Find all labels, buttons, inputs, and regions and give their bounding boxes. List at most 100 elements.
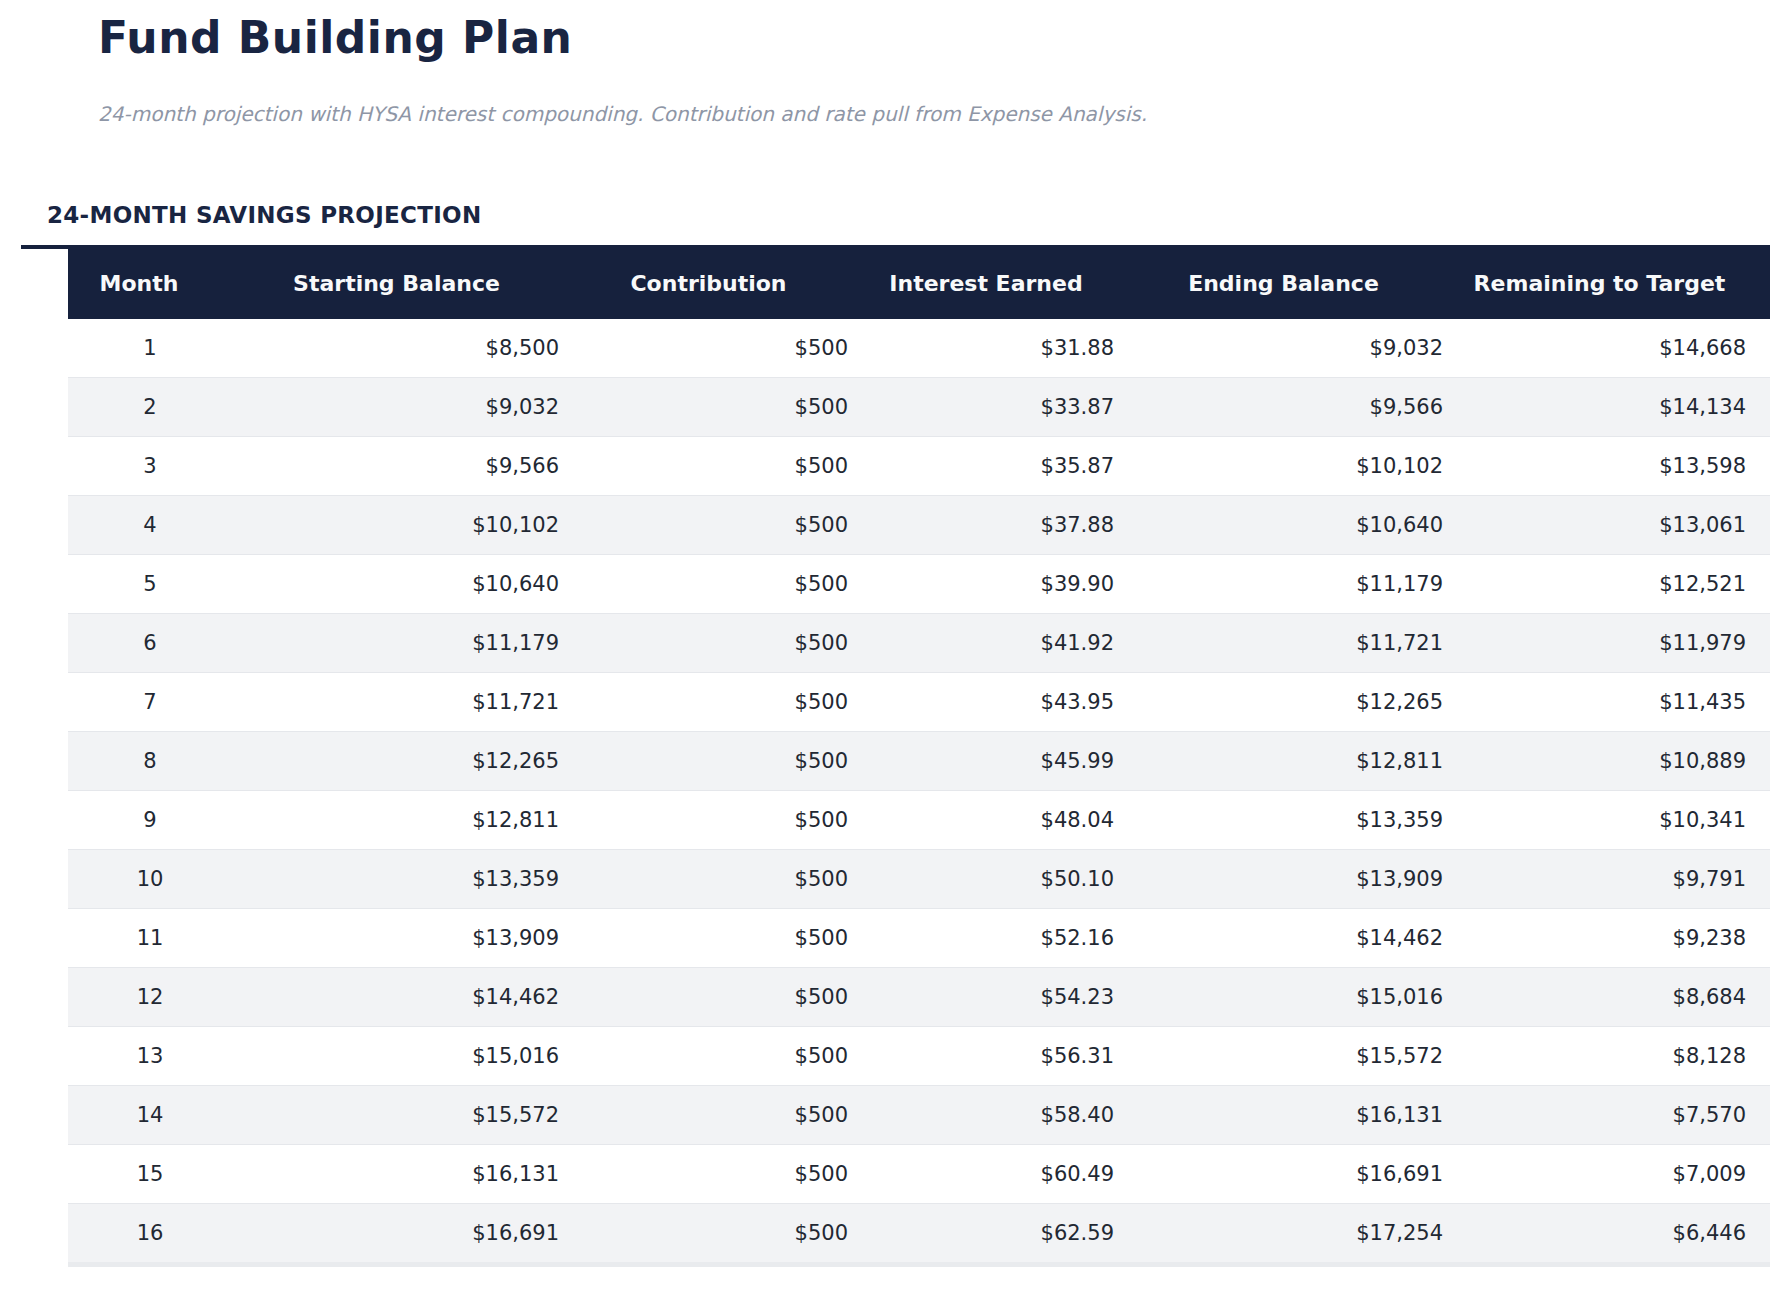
table-row-month-5: 5$10,640$500$39.90$11,179$12,521 [68, 554, 1770, 613]
cell-interest-earned: $45.99 [872, 731, 1138, 790]
cell-remaining-to-target: $10,341 [1467, 790, 1770, 849]
cell-ending-balance: $14,462 [1138, 908, 1467, 967]
cell-starting-balance: $13,359 [210, 849, 583, 908]
table-row-month-1: 1$8,500$500$31.88$9,032$14,668 [68, 319, 1770, 378]
cell-interest-earned: $41.92 [872, 613, 1138, 672]
cell-month: 5 [68, 554, 210, 613]
cell-month: 14 [68, 1085, 210, 1144]
cell-contribution: $500 [583, 436, 872, 495]
cell-starting-balance: $15,016 [210, 1026, 583, 1085]
column-header-starting-balance: Starting Balance [210, 249, 583, 319]
cell-starting-balance: $9,566 [210, 436, 583, 495]
cell-starting-balance: $12,265 [210, 731, 583, 790]
table-row-month-4: 4$10,102$500$37.88$10,640$13,061 [68, 495, 1770, 554]
cell-ending-balance: $15,572 [1138, 1026, 1467, 1085]
cell-remaining-to-target: $7,009 [1467, 1144, 1770, 1203]
cell-interest-earned: $56.31 [872, 1026, 1138, 1085]
cell-interest-earned: $31.88 [872, 319, 1138, 378]
cell-contribution: $500 [583, 672, 872, 731]
cell-month: 6 [68, 613, 210, 672]
cell-remaining-to-target: $8,684 [1467, 967, 1770, 1026]
cell-contribution: $500 [583, 731, 872, 790]
table-row-month-6: 6$11,179$500$41.92$11,721$11,979 [68, 613, 1770, 672]
cell-ending-balance: $16,691 [1138, 1144, 1467, 1203]
column-header-interest-earned: Interest Earned [872, 249, 1138, 319]
cell-starting-balance: $9,032 [210, 377, 583, 436]
cell-interest-earned: $35.87 [872, 436, 1138, 495]
cell-interest-earned: $54.23 [872, 967, 1138, 1026]
cell-ending-balance: $9,566 [1138, 377, 1467, 436]
cell-month: 11 [68, 908, 210, 967]
cell-month: 10 [68, 849, 210, 908]
cell-interest-earned: $58.40 [872, 1085, 1138, 1144]
column-header-month: Month [68, 249, 210, 319]
cell-remaining-to-target: $11,435 [1467, 672, 1770, 731]
cell-contribution: $500 [583, 849, 872, 908]
cell-starting-balance: $11,721 [210, 672, 583, 731]
cell-ending-balance: $16,131 [1138, 1085, 1467, 1144]
cell-contribution: $500 [583, 1144, 872, 1203]
cell-remaining-to-target: $14,134 [1467, 377, 1770, 436]
table-body: 1$8,500$500$31.88$9,032$14,6682$9,032$50… [68, 319, 1770, 1265]
cell-remaining-to-target: $7,570 [1467, 1085, 1770, 1144]
column-header-ending-balance: Ending Balance [1138, 249, 1467, 319]
cell-contribution: $500 [583, 967, 872, 1026]
cell-month: 15 [68, 1144, 210, 1203]
cell-contribution: $500 [583, 908, 872, 967]
cell-starting-balance: $15,572 [210, 1085, 583, 1144]
cell-interest-earned: $37.88 [872, 495, 1138, 554]
table-row-month-8: 8$12,265$500$45.99$12,811$10,889 [68, 731, 1770, 790]
cell-month: 1 [68, 319, 210, 378]
table-row-month-15: 15$16,131$500$60.49$16,691$7,009 [68, 1144, 1770, 1203]
cell-starting-balance: $10,640 [210, 554, 583, 613]
cell-month: 16 [68, 1203, 210, 1264]
cell-ending-balance: $10,102 [1138, 436, 1467, 495]
cell-month: 4 [68, 495, 210, 554]
cell-contribution: $500 [583, 1026, 872, 1085]
cell-starting-balance: $11,179 [210, 613, 583, 672]
table-row-month-12: 12$14,462$500$54.23$15,016$8,684 [68, 967, 1770, 1026]
page-subtitle: 24-month projection with HYSA interest c… [98, 102, 1783, 126]
cell-interest-earned: $62.59 [872, 1203, 1138, 1264]
cell-starting-balance: $14,462 [210, 967, 583, 1026]
page-title: Fund Building Plan [98, 14, 1783, 62]
table-row-month-2: 2$9,032$500$33.87$9,566$14,134 [68, 377, 1770, 436]
section-divider: MonthStarting BalanceContributionInteres… [21, 245, 1770, 1267]
cell-interest-earned: $39.90 [872, 554, 1138, 613]
column-header-remaining-to-target: Remaining to Target [1467, 249, 1770, 319]
page: Fund Building Plan 24-month projection w… [0, 0, 1783, 1267]
cell-month: 7 [68, 672, 210, 731]
cell-interest-earned: $50.10 [872, 849, 1138, 908]
cell-remaining-to-target: $6,446 [1467, 1203, 1770, 1264]
cell-ending-balance: $17,254 [1138, 1203, 1467, 1264]
cell-interest-earned: $48.04 [872, 790, 1138, 849]
cell-starting-balance: $16,131 [210, 1144, 583, 1203]
cell-ending-balance: $13,359 [1138, 790, 1467, 849]
cell-remaining-to-target: $9,238 [1467, 908, 1770, 967]
cell-month: 3 [68, 436, 210, 495]
cell-month: 2 [68, 377, 210, 436]
cell-ending-balance: $11,179 [1138, 554, 1467, 613]
savings-projection-table: MonthStarting BalanceContributionInteres… [68, 249, 1770, 1267]
cell-month: 12 [68, 967, 210, 1026]
table-row-month-13: 13$15,016$500$56.31$15,572$8,128 [68, 1026, 1770, 1085]
table-row-month-14: 14$15,572$500$58.40$16,131$7,570 [68, 1085, 1770, 1144]
cell-contribution: $500 [583, 790, 872, 849]
cell-remaining-to-target: $11,979 [1467, 613, 1770, 672]
cell-month: 13 [68, 1026, 210, 1085]
cell-contribution: $500 [583, 495, 872, 554]
cell-interest-earned: $33.87 [872, 377, 1138, 436]
table-row-month-3: 3$9,566$500$35.87$10,102$13,598 [68, 436, 1770, 495]
cell-contribution: $500 [583, 319, 872, 378]
cell-starting-balance: $12,811 [210, 790, 583, 849]
cell-starting-balance: $13,909 [210, 908, 583, 967]
table-row-month-7: 7$11,721$500$43.95$12,265$11,435 [68, 672, 1770, 731]
cell-interest-earned: $60.49 [872, 1144, 1138, 1203]
table-row-month-10: 10$13,359$500$50.10$13,909$9,791 [68, 849, 1770, 908]
cell-remaining-to-target: $9,791 [1467, 849, 1770, 908]
cell-contribution: $500 [583, 613, 872, 672]
cell-interest-earned: $43.95 [872, 672, 1138, 731]
cell-starting-balance: $10,102 [210, 495, 583, 554]
cell-ending-balance: $10,640 [1138, 495, 1467, 554]
table-row-month-9: 9$12,811$500$48.04$13,359$10,341 [68, 790, 1770, 849]
